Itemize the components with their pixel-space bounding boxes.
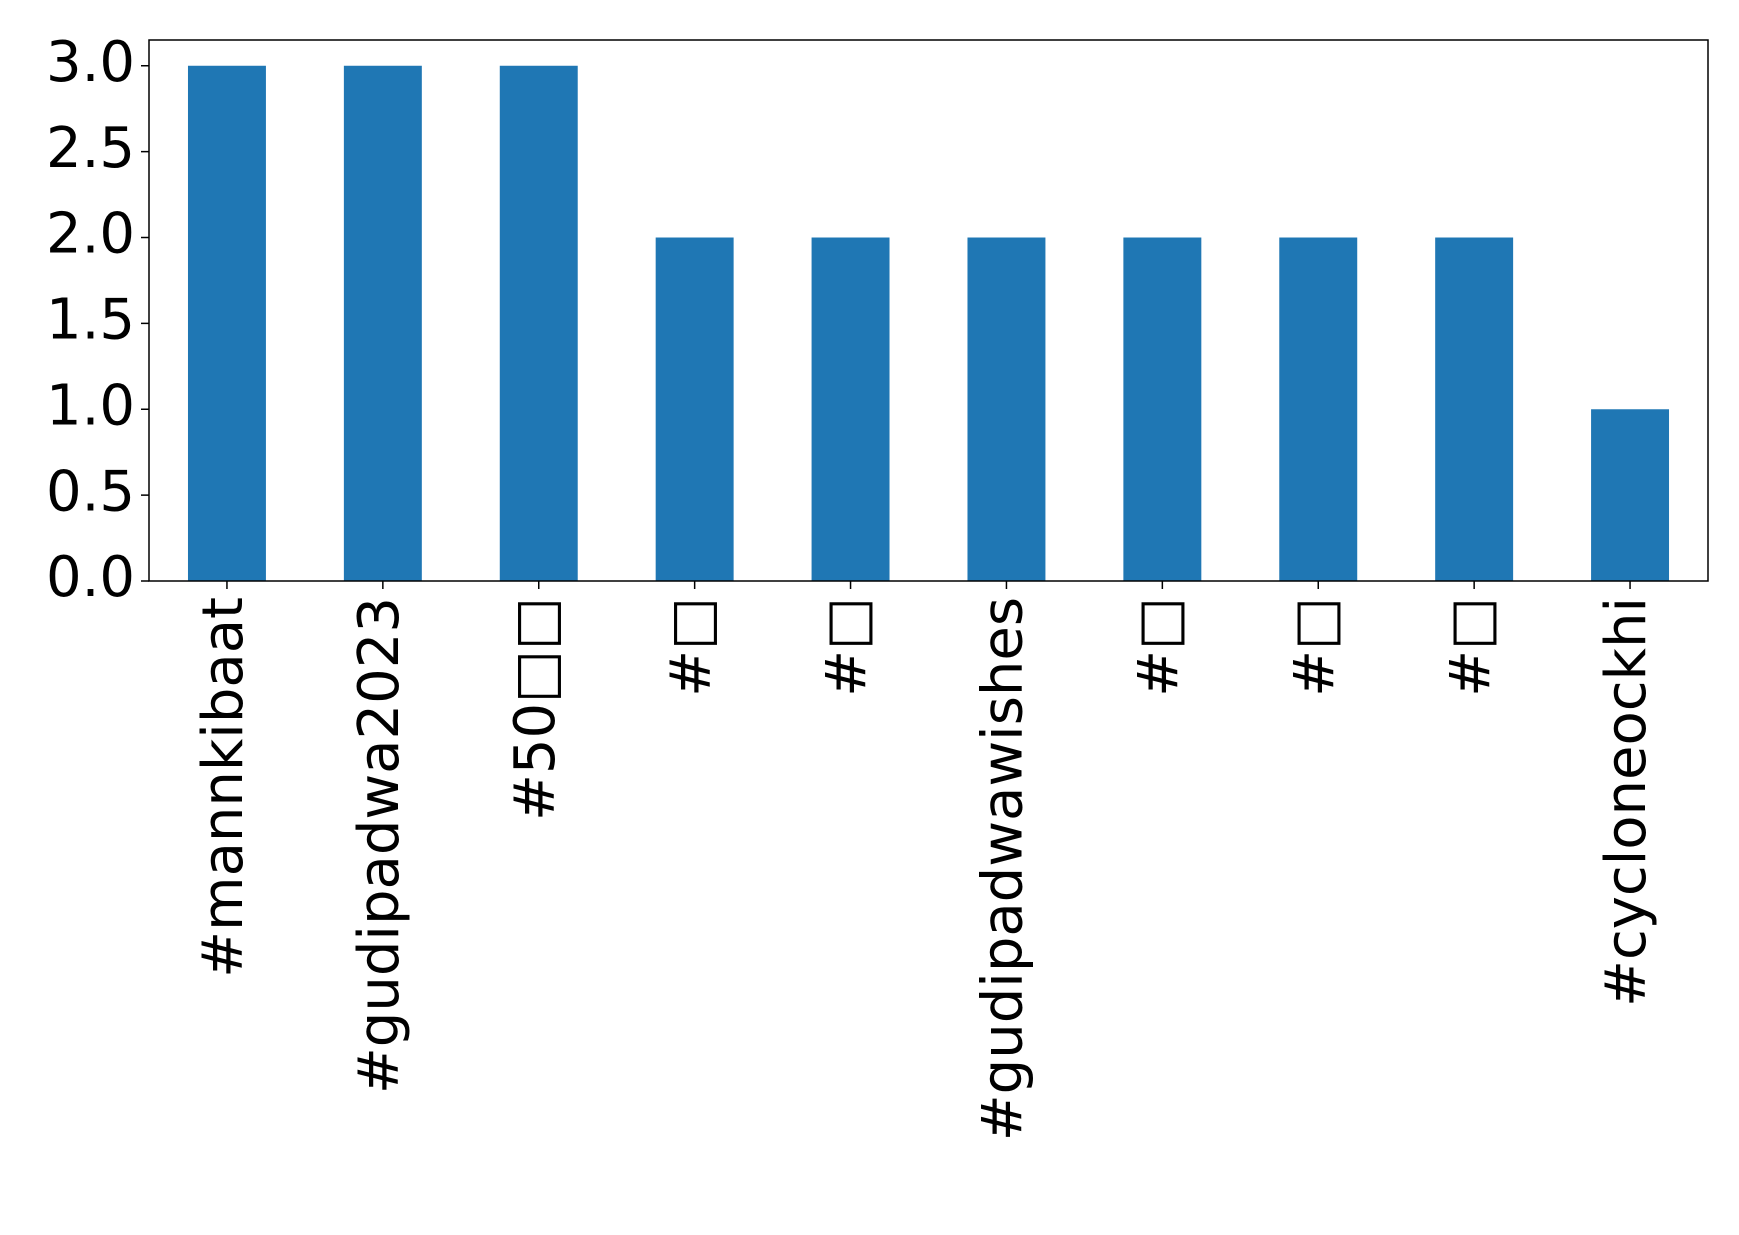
x-tick-label: #□ <box>1126 597 1191 697</box>
x-tick-label: #□ <box>659 597 724 697</box>
x-tick-label: #gudipadwa2023 <box>347 597 412 1094</box>
x-tick-label: #gudipadwawishes <box>971 597 1036 1141</box>
bar <box>1279 237 1358 581</box>
bar <box>655 237 734 581</box>
x-tick-label: #□ <box>1438 597 1503 697</box>
x-tick-label: #50□□ <box>503 597 568 821</box>
bar <box>967 237 1046 581</box>
x-tick-label: #□ <box>815 597 880 697</box>
y-tick-label: 2.5 <box>46 116 135 181</box>
bar <box>343 65 422 581</box>
y-tick-label: 0.0 <box>46 545 135 610</box>
y-tick-label: 1.0 <box>46 373 135 438</box>
y-tick-label: 2.0 <box>46 202 135 267</box>
bar <box>187 65 266 581</box>
x-tick-label: #cycloneockhi <box>1594 597 1659 1007</box>
x-tick-label: #mannkibaat <box>191 597 256 978</box>
bar <box>1435 237 1514 581</box>
plot-frame <box>148 39 1709 582</box>
y-tick-label: 3.0 <box>46 30 135 95</box>
y-tick-label: 0.5 <box>46 459 135 524</box>
bar <box>1123 237 1202 581</box>
bar <box>499 65 578 581</box>
bar <box>811 237 890 581</box>
x-tick-label: #□ <box>1282 597 1347 697</box>
bar <box>1591 409 1670 581</box>
y-tick-label: 1.5 <box>46 288 135 353</box>
